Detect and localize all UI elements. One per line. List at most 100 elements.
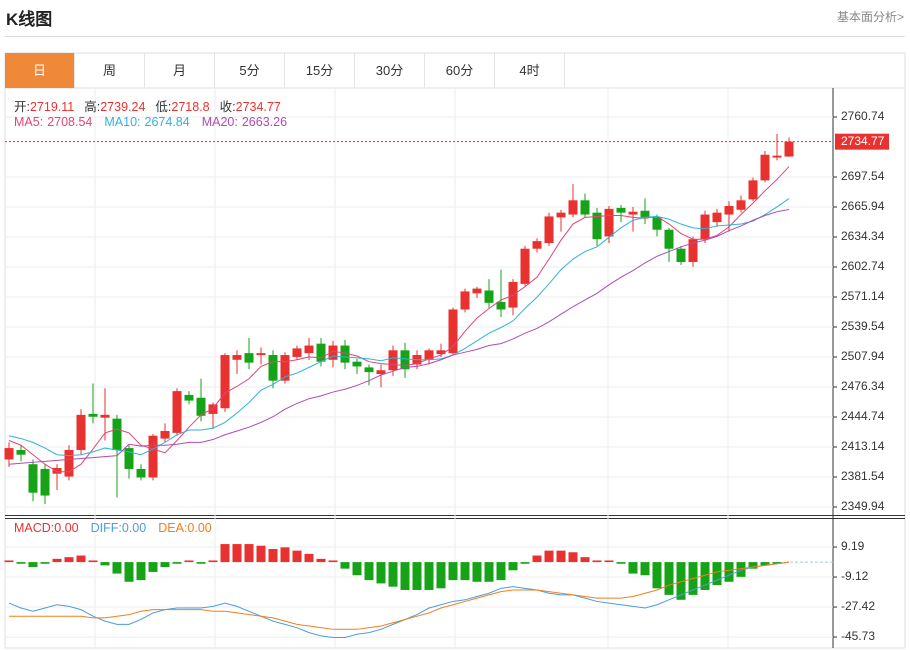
macd-bar — [316, 558, 326, 563]
candle-body — [136, 468, 146, 478]
macd-bar — [472, 562, 482, 582]
macd-bar — [676, 562, 686, 600]
candle-body — [52, 468, 62, 474]
y-tick-label: 2634.34 — [841, 229, 885, 243]
candle-body — [664, 229, 674, 249]
ma-value: 2663.26 — [241, 115, 288, 129]
quote-value: 2739.24 — [100, 100, 146, 114]
tab-bar: 日周月 5分 15分 30分 60分 4时 — [5, 53, 565, 88]
ma-name: MA5: — [14, 115, 44, 129]
tab[interactable]: 15分 — [285, 53, 355, 88]
ma-name: MA20: — [201, 115, 238, 129]
macd-bar — [244, 544, 254, 563]
candle-body — [256, 353, 266, 356]
quote-name: 开: — [14, 100, 30, 114]
y-tick-label: 2349.94 — [841, 499, 885, 513]
candle-body — [400, 350, 410, 370]
macd-bar — [232, 544, 242, 563]
macd-bar — [388, 562, 398, 587]
tab[interactable]: 5分 — [215, 53, 285, 88]
candle-body — [28, 464, 38, 493]
macd-bar — [76, 555, 86, 563]
macd-bar — [304, 553, 314, 563]
macd-bar — [460, 562, 470, 581]
macd-bar — [208, 560, 218, 563]
candle-body — [772, 155, 782, 158]
macd-bar — [508, 562, 518, 571]
macd-bar — [628, 562, 638, 574]
candle-body — [316, 343, 326, 362]
candle-body — [340, 345, 350, 363]
macd-bar — [436, 562, 446, 589]
candle-body — [424, 350, 434, 360]
macd-bar — [724, 562, 734, 582]
macd-bar — [4, 560, 14, 563]
tab[interactable]: 月 — [145, 53, 215, 88]
candle-body — [280, 355, 290, 381]
macd-bar — [484, 562, 494, 582]
tab[interactable]: 日 — [5, 53, 75, 88]
macd-bar — [28, 562, 38, 568]
ma-value: 2708.54 — [47, 115, 93, 129]
ma-name: MA10: — [104, 115, 141, 129]
macd-bar — [280, 547, 290, 563]
macd-bar — [352, 562, 362, 576]
candle-body — [736, 200, 746, 210]
macd-bar — [376, 562, 386, 584]
candle-body — [244, 353, 254, 363]
y-tick-label: -9.12 — [841, 569, 869, 583]
ma-legend: MA5: 2708.54 MA10: 2674.84 MA20: 2663.26 — [14, 115, 299, 129]
tab[interactable]: 60分 — [425, 53, 495, 88]
quote-value: 2718.8 — [171, 100, 210, 114]
macd-bar — [124, 562, 134, 582]
candle-body — [544, 216, 554, 244]
candle-body — [700, 214, 710, 240]
candle-body — [556, 212, 566, 218]
y-tick-label: -45.73 — [841, 629, 875, 643]
macd-bar — [544, 550, 554, 563]
tab[interactable]: 周 — [75, 53, 145, 88]
candle-body — [268, 355, 278, 381]
y-tick-label: 2539.54 — [841, 319, 885, 333]
macd-legend: MACD:0.00 DIFF:0.00 DEA:0.00 — [14, 521, 224, 535]
candle-body — [748, 180, 758, 200]
candle-body — [472, 288, 482, 294]
quote-name: 高: — [84, 100, 101, 114]
candle-body — [148, 435, 158, 478]
candle-body — [388, 350, 398, 371]
macd-bar — [412, 562, 422, 590]
fundamental-link[interactable]: 基本面分析> — [836, 10, 904, 24]
macd-bar — [580, 557, 590, 563]
candle-body — [124, 448, 134, 469]
macd-bar — [16, 562, 26, 564]
line — [8, 209, 790, 465]
candle-body — [376, 370, 386, 375]
candle-body — [220, 355, 230, 409]
y-tick-label: 2571.14 — [841, 289, 885, 303]
macd-bar — [340, 562, 350, 569]
line — [9, 561, 790, 630]
last-price-box — [835, 133, 889, 150]
candle-body — [64, 449, 74, 477]
indicator-name: DIFF: — [90, 521, 122, 535]
macd-bar — [112, 562, 122, 574]
candle-body — [160, 430, 170, 439]
tab[interactable]: 4时 — [495, 53, 565, 88]
macd-bar — [400, 562, 410, 590]
y-tick-label: 9.19 — [841, 539, 865, 553]
macd-bar — [292, 550, 302, 563]
candle-body — [100, 414, 110, 418]
macd-bar — [748, 562, 758, 569]
macd-bar — [520, 562, 530, 564]
macd-bar — [556, 550, 566, 563]
macd-bar — [364, 562, 374, 581]
line — [8, 166, 790, 473]
tab[interactable]: 30分 — [355, 53, 425, 88]
indicator-name: MACD: — [14, 521, 55, 535]
macd-bar — [184, 560, 194, 563]
indicator-value: 0.00 — [187, 521, 212, 535]
macd-bar — [328, 560, 338, 563]
macd-bar — [172, 562, 182, 564]
y-tick-label: 2602.74 — [841, 259, 885, 273]
